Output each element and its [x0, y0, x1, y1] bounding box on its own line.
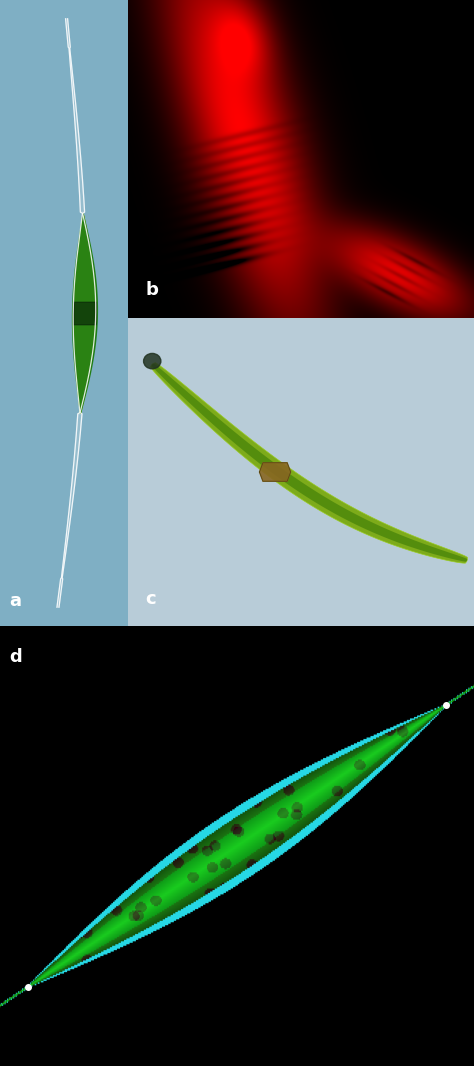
Polygon shape — [259, 463, 291, 481]
Polygon shape — [150, 362, 467, 563]
Text: b: b — [146, 281, 158, 298]
Text: c: c — [146, 589, 156, 608]
Text: a: a — [9, 593, 21, 611]
Circle shape — [144, 354, 161, 369]
Text: d: d — [9, 648, 22, 666]
Polygon shape — [152, 364, 467, 562]
